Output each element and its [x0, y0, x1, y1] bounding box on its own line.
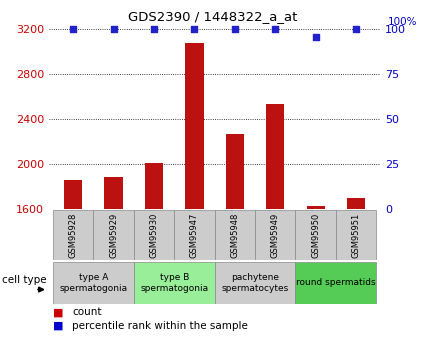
Text: percentile rank within the sample: percentile rank within the sample	[72, 321, 248, 331]
Bar	[174, 210, 215, 260]
Point	[191, 27, 198, 32]
Bar	[215, 262, 295, 304]
Point	[110, 27, 117, 32]
Point	[150, 27, 157, 32]
Bar	[145, 163, 163, 345]
Bar	[53, 210, 94, 260]
Bar	[336, 210, 376, 260]
Text: GSM95947: GSM95947	[190, 213, 199, 258]
Text: count: count	[72, 307, 102, 317]
Text: GSM95928: GSM95928	[68, 213, 78, 258]
Point	[232, 27, 238, 32]
Bar	[255, 210, 295, 260]
Bar	[134, 262, 215, 304]
Text: GSM95930: GSM95930	[150, 213, 159, 258]
Text: round spermatids: round spermatids	[296, 278, 376, 287]
Point	[312, 34, 319, 39]
Text: type A
spermatogonia: type A spermatogonia	[59, 273, 127, 293]
Bar	[53, 262, 134, 304]
Text: GDS2390 / 1448322_a_at: GDS2390 / 1448322_a_at	[128, 10, 297, 23]
Text: GSM95951: GSM95951	[351, 213, 361, 258]
Bar	[347, 197, 365, 345]
Text: GSM95950: GSM95950	[311, 213, 320, 258]
Text: GSM95949: GSM95949	[271, 213, 280, 258]
Bar	[105, 177, 123, 345]
Bar	[94, 210, 134, 260]
Text: type B
spermatogonia: type B spermatogonia	[140, 273, 208, 293]
Bar	[295, 262, 376, 304]
Text: 100%: 100%	[387, 17, 417, 27]
Text: GSM95929: GSM95929	[109, 213, 118, 258]
Text: pachytene
spermatocytes: pachytene spermatocytes	[221, 273, 289, 293]
Bar	[306, 206, 325, 345]
Text: GSM95948: GSM95948	[230, 213, 239, 258]
Bar	[185, 43, 204, 345]
Bar	[64, 179, 82, 345]
Point	[70, 27, 76, 32]
Bar	[226, 134, 244, 345]
Point	[353, 27, 360, 32]
Text: ■: ■	[53, 321, 67, 331]
Bar	[134, 210, 174, 260]
Bar	[266, 105, 284, 345]
Text: ■: ■	[53, 307, 67, 317]
Text: cell type: cell type	[2, 275, 47, 285]
Bar	[215, 210, 255, 260]
Point	[272, 27, 279, 32]
Bar	[295, 210, 336, 260]
